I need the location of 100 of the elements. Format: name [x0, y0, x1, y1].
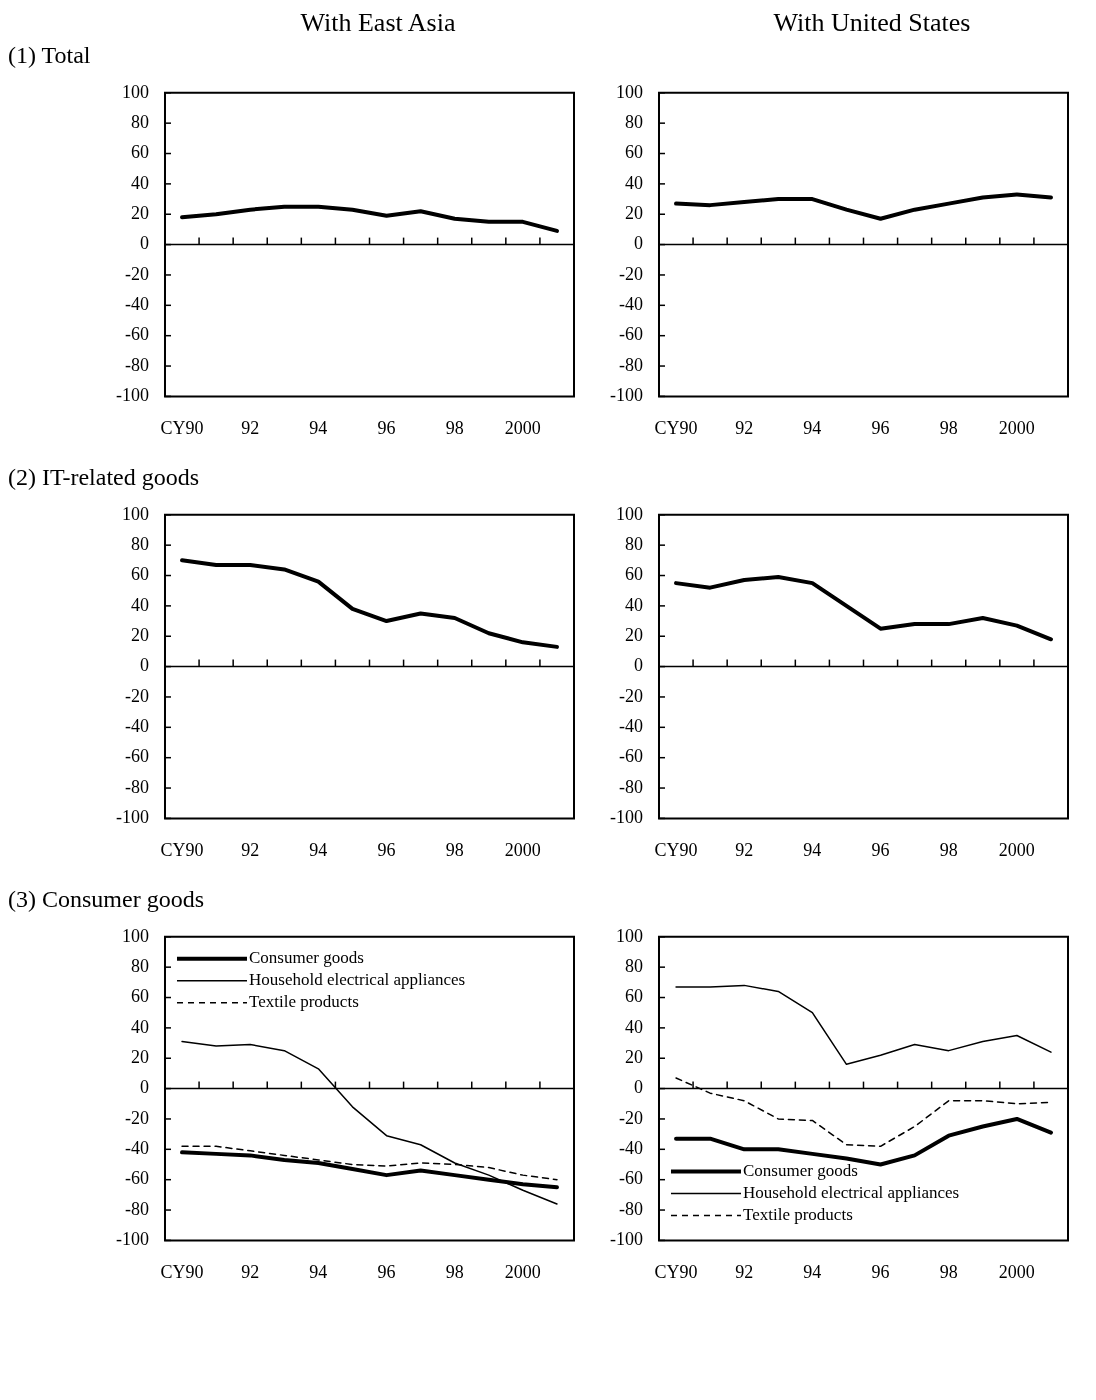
x-tick-label: 92: [241, 839, 260, 860]
legend-label: Consumer goods: [742, 1160, 858, 1180]
x-tick-label: 92: [241, 1261, 260, 1282]
y-tick-label: 80: [624, 533, 643, 554]
y-tick-label: 80: [624, 955, 643, 976]
y-tick-label: 20: [624, 1046, 643, 1067]
y-tick-label: 40: [130, 172, 149, 193]
y-tick-label: 100: [121, 503, 149, 524]
y-tick-label: 60: [624, 564, 643, 585]
y-tick-label: -40: [124, 294, 149, 315]
y-tick-label: -60: [124, 746, 149, 767]
x-tick-label: CY90: [160, 839, 204, 860]
y-tick-label: -80: [618, 1198, 643, 1219]
x-tick-label: 98: [445, 839, 464, 860]
y-tick-label: -100: [115, 385, 149, 406]
chart-subtitle: (1) Total: [8, 42, 92, 70]
y-tick-label: 80: [130, 955, 149, 976]
legend-label: Household electrical appliances: [248, 970, 466, 990]
y-tick-label: 40: [130, 1016, 149, 1037]
x-tick-label: 98: [939, 417, 958, 438]
legend-label: Textile products: [742, 1204, 853, 1224]
y-tick-label: -40: [124, 716, 149, 737]
y-tick-label: -80: [124, 776, 149, 797]
x-tick-label: 96: [377, 1261, 396, 1282]
x-tick-label: 94: [309, 839, 328, 860]
chart-title: With United States: [772, 8, 972, 39]
x-tick-label: 2000: [504, 1261, 541, 1282]
y-tick-label: 100: [121, 925, 149, 946]
x-tick-label: 96: [377, 417, 396, 438]
y-tick-label: 0: [139, 233, 149, 254]
y-tick-label: -20: [124, 263, 149, 284]
y-tick-label: -60: [124, 1168, 149, 1189]
y-tick-label: 20: [624, 624, 643, 645]
y-tick-label: 60: [624, 142, 643, 163]
y-tick-label: 0: [139, 1077, 149, 1098]
y-tick-label: -60: [618, 746, 643, 767]
x-tick-label: CY90: [160, 1261, 204, 1282]
y-tick-label: -100: [115, 1229, 149, 1250]
x-tick-label: 96: [871, 839, 890, 860]
x-tick-label: 98: [939, 839, 958, 860]
y-tick-label: -40: [618, 716, 643, 737]
y-tick-label: 20: [624, 202, 643, 223]
y-tick-label: -20: [124, 685, 149, 706]
x-tick-label: 2000: [998, 417, 1035, 438]
y-tick-label: -60: [618, 324, 643, 345]
y-tick-label: 40: [624, 172, 643, 193]
chart-title: With East Asia: [299, 8, 457, 39]
x-tick-label: 94: [803, 839, 822, 860]
x-tick-label: CY90: [654, 417, 698, 438]
y-tick-label: 0: [633, 655, 643, 676]
legend-label: Consumer goods: [248, 948, 364, 968]
y-tick-label: -20: [618, 1107, 643, 1128]
y-tick-label: -100: [609, 1229, 643, 1250]
x-tick-label: CY90: [654, 1261, 698, 1282]
y-tick-label: 0: [139, 655, 149, 676]
x-tick-label: 98: [445, 417, 464, 438]
x-tick-label: 98: [445, 1261, 464, 1282]
y-tick-label: -40: [124, 1138, 149, 1159]
x-tick-label: 96: [871, 417, 890, 438]
y-tick-label: 0: [633, 1077, 643, 1098]
y-tick-label: -60: [618, 1168, 643, 1189]
y-tick-label: 60: [130, 564, 149, 585]
x-tick-label: 94: [309, 417, 328, 438]
chart-subtitle: (2) IT-related goods: [8, 464, 201, 492]
y-tick-label: 100: [615, 81, 643, 102]
y-tick-label: -20: [618, 685, 643, 706]
y-tick-label: -80: [124, 354, 149, 375]
x-tick-label: 94: [803, 1261, 822, 1282]
x-tick-label: 2000: [504, 417, 541, 438]
y-tick-label: -20: [124, 1107, 149, 1128]
x-tick-label: 96: [871, 1261, 890, 1282]
x-tick-label: 92: [735, 839, 754, 860]
y-tick-label: 20: [130, 202, 149, 223]
y-tick-label: -80: [618, 776, 643, 797]
y-tick-label: 40: [624, 1016, 643, 1037]
y-tick-label: -80: [618, 354, 643, 375]
y-tick-label: 40: [624, 594, 643, 615]
y-tick-label: 100: [121, 81, 149, 102]
x-tick-label: 98: [939, 1261, 958, 1282]
y-tick-label: 20: [130, 1046, 149, 1067]
y-tick-label: -40: [618, 294, 643, 315]
x-tick-label: 92: [241, 417, 260, 438]
y-tick-label: 60: [130, 986, 149, 1007]
x-tick-label: 92: [735, 417, 754, 438]
legend-label: Household electrical appliances: [742, 1182, 960, 1202]
y-tick-label: -100: [609, 807, 643, 828]
x-tick-label: 96: [377, 839, 396, 860]
x-tick-label: 2000: [998, 839, 1035, 860]
x-tick-label: 2000: [504, 839, 541, 860]
y-tick-label: 0: [633, 233, 643, 254]
y-tick-label: -100: [115, 807, 149, 828]
x-tick-label: 2000: [998, 1261, 1035, 1282]
y-tick-label: 100: [615, 925, 643, 946]
x-tick-label: 94: [309, 1261, 328, 1282]
legend-label: Textile products: [248, 992, 359, 1012]
y-tick-label: 60: [130, 142, 149, 163]
y-tick-label: 80: [130, 533, 149, 554]
y-tick-label: 40: [130, 594, 149, 615]
y-tick-label: -80: [124, 1198, 149, 1219]
y-tick-label: -40: [618, 1138, 643, 1159]
